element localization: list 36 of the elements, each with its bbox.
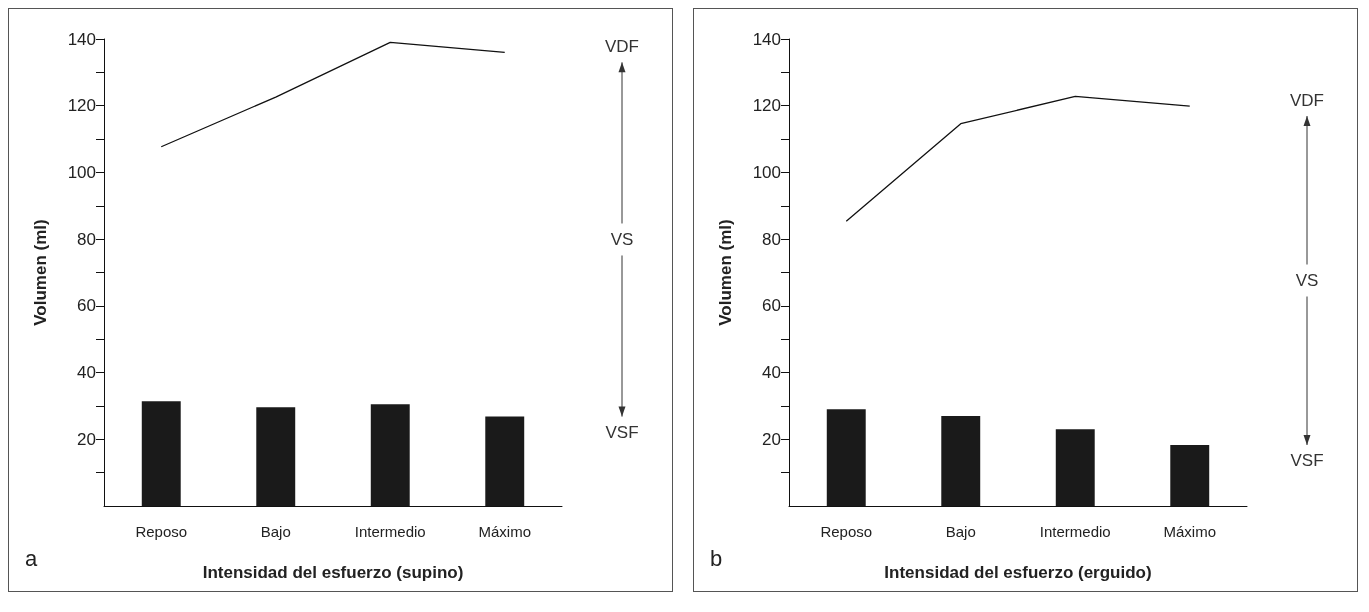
y-tick-label: 100 — [752, 162, 781, 182]
text: VSF — [605, 423, 639, 443]
text: VSF — [1290, 451, 1324, 471]
y-axis-title: Volumen (ml) — [31, 219, 50, 326]
x-tick-label: Máximo — [1163, 523, 1217, 540]
x-tick-label: Intermedio — [354, 523, 426, 540]
y-tick-label: 20 — [77, 429, 96, 449]
y-tick-label: 60 — [77, 296, 96, 316]
y-tick-label: 80 — [77, 229, 96, 249]
line-series — [845, 95, 1191, 222]
text: a — [25, 545, 38, 571]
text: VDF — [1290, 90, 1324, 110]
y-tick-label: 100 — [67, 162, 96, 182]
y-tick-label: 40 — [762, 363, 781, 383]
text: b — [710, 545, 723, 571]
y-tick-label: 40 — [77, 363, 96, 383]
y-axis-title: Volumen (ml) — [716, 219, 735, 326]
line-series — [160, 41, 506, 148]
y-tick-label: 140 — [752, 29, 781, 49]
x-tick-label: Reposo — [820, 523, 873, 540]
x-axis-title: Intensidad del esfuerzo (erguido) — [884, 563, 1152, 582]
y-tick-label: 60 — [762, 296, 781, 316]
y-tick-label: 20 — [762, 429, 781, 449]
y-tick-label: 120 — [752, 96, 781, 116]
x-tick-label: Bajo — [260, 523, 291, 540]
y-tick-label: 80 — [762, 229, 781, 249]
x-axis-title: Intensidad del esfuerzo (supino) — [202, 563, 464, 582]
text: VS — [610, 229, 634, 249]
y-tick-label: 140 — [67, 29, 96, 49]
text: VDF — [605, 36, 639, 56]
text: VS — [1295, 271, 1319, 290]
x-tick-label: Reposo — [135, 523, 188, 540]
x-tick-label: Intermedio — [1039, 523, 1111, 540]
x-tick-label: Bajo — [945, 523, 976, 540]
y-tick-label: 120 — [67, 96, 96, 116]
x-tick-label: Máximo — [478, 523, 532, 540]
